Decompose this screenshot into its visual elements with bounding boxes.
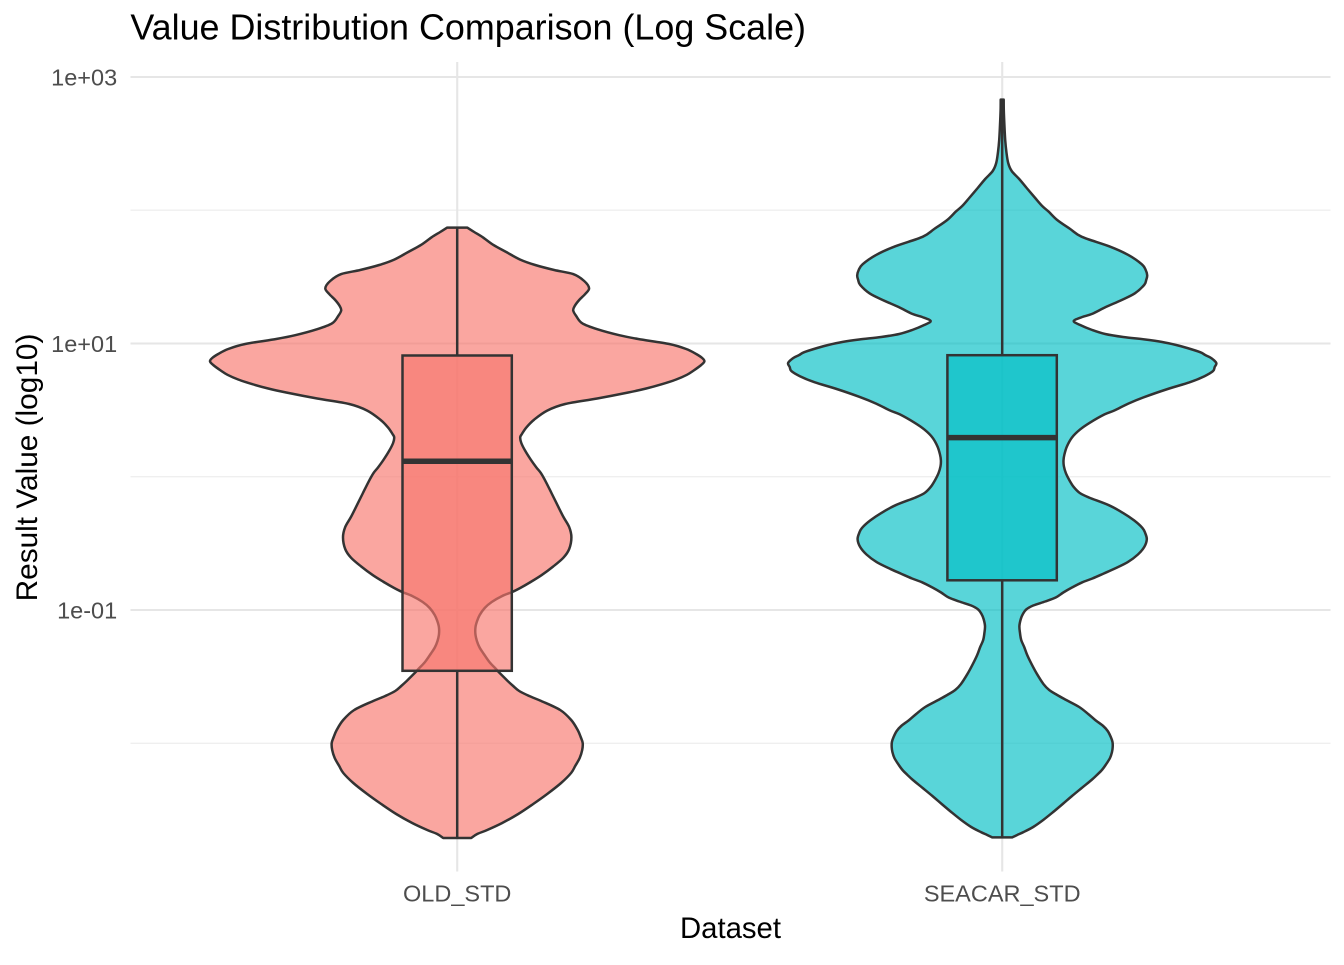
svg-text:1e+03: 1e+03 [51,65,117,91]
svg-text:OLD_STD: OLD_STD [403,881,511,907]
svg-text:Value Distribution Comparison: Value Distribution Comparison (Log Scale… [130,8,806,48]
svg-text:1e-01: 1e-01 [57,598,117,624]
svg-text:SEACAR_STD: SEACAR_STD [924,881,1081,907]
svg-text:1e+01: 1e+01 [51,331,117,357]
svg-text:Result Value (log10): Result Value (log10) [11,334,44,602]
svg-text:Dataset: Dataset [680,912,781,945]
